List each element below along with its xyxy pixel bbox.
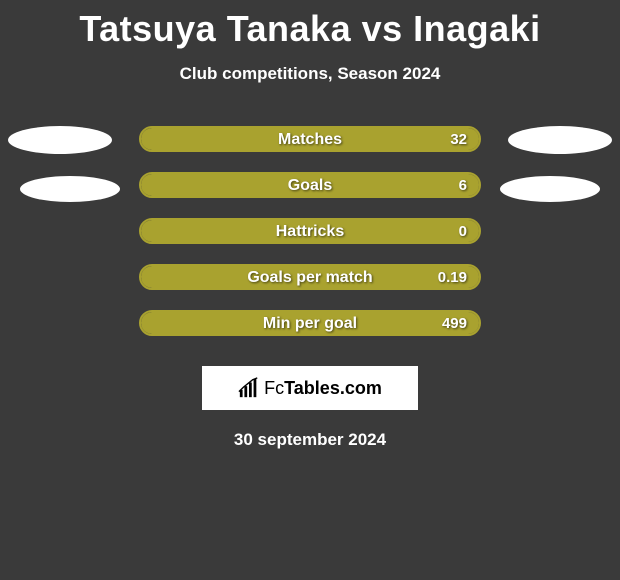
logo-main: Tables (284, 378, 340, 398)
bar-label: Goals per match (141, 266, 479, 290)
bar-value: 0.19 (438, 266, 467, 290)
bar-value: 6 (459, 174, 467, 198)
logo-suffix: .com (340, 378, 382, 398)
bar-min-per-goal: Min per goal 499 (139, 310, 481, 336)
logo-inner: FcTables.com (238, 377, 382, 399)
player1-marker-top (8, 126, 112, 154)
player2-marker-bottom (500, 176, 600, 202)
source-logo[interactable]: FcTables.com (202, 366, 418, 410)
bar-value: 0 (459, 220, 467, 244)
bar-label: Goals (141, 174, 479, 198)
chart-icon (238, 377, 260, 399)
bar-matches: Matches 32 (139, 126, 481, 152)
player2-marker-top (508, 126, 612, 154)
bar-label: Matches (141, 128, 479, 152)
bar-label: Hattricks (141, 220, 479, 244)
bar-goals-per-match: Goals per match 0.19 (139, 264, 481, 290)
player1-marker-bottom (20, 176, 120, 202)
bars-container: Matches 32 Goals 6 Hattricks 0 Goals per… (139, 126, 481, 336)
bar-hattricks: Hattricks 0 (139, 218, 481, 244)
bar-value: 32 (450, 128, 467, 152)
logo-prefix: Fc (264, 378, 284, 398)
chart-area: Matches 32 Goals 6 Hattricks 0 Goals per… (0, 126, 620, 336)
bar-goals: Goals 6 (139, 172, 481, 198)
bar-label: Min per goal (141, 312, 479, 336)
bar-value: 499 (442, 312, 467, 336)
date-label: 30 september 2024 (0, 430, 620, 450)
page-title: Tatsuya Tanaka vs Inagaki (0, 0, 620, 50)
logo-text: FcTables.com (264, 378, 382, 399)
comparison-card: Tatsuya Tanaka vs Inagaki Club competiti… (0, 0, 620, 450)
subtitle: Club competitions, Season 2024 (0, 64, 620, 84)
